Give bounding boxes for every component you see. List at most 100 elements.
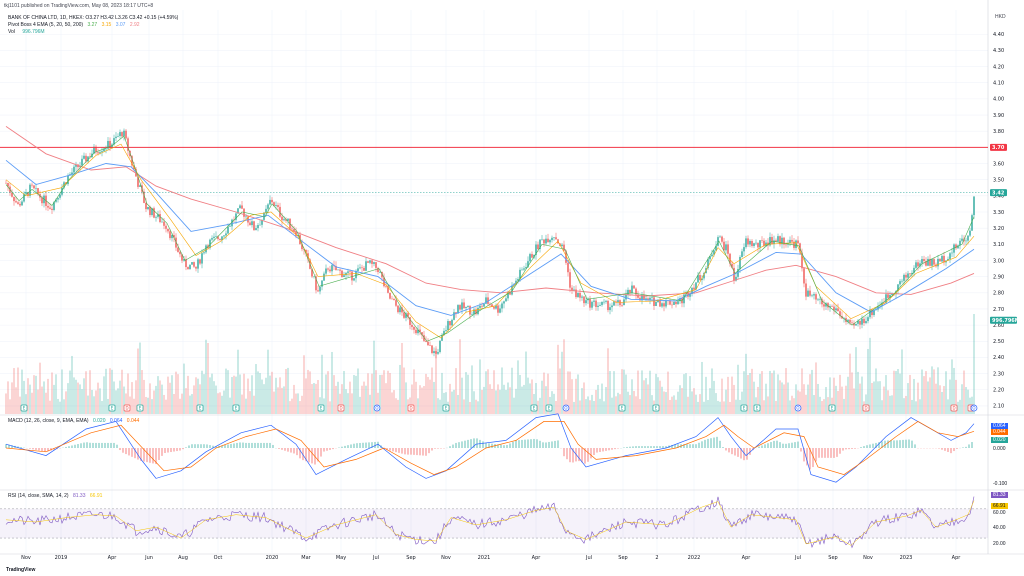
- macd-histogram-bar: [179, 448, 181, 451]
- candle-body: [953, 244, 955, 253]
- volume-bar: [477, 401, 479, 414]
- event-marker: [970, 404, 978, 412]
- volume-bar: [581, 388, 583, 414]
- macd-histogram-bar: [704, 439, 706, 448]
- candle-body: [671, 304, 673, 306]
- event-marker: [20, 404, 28, 412]
- candle-body: [311, 268, 313, 277]
- volume-bar: [945, 371, 947, 414]
- macd-histogram-bar: [515, 440, 517, 448]
- volume-bar: [621, 369, 623, 414]
- macd-histogram-bar: [47, 448, 49, 452]
- candle-body: [857, 320, 859, 324]
- volume-bar: [679, 385, 681, 414]
- macd-histogram-bar: [455, 442, 457, 448]
- macd-histogram-bar: [788, 443, 790, 448]
- volume-bar: [405, 382, 407, 414]
- volume-bar: [807, 384, 809, 414]
- macd-histogram-bar: [797, 441, 799, 448]
- candle-body: [369, 260, 371, 263]
- candle-body: [201, 253, 203, 264]
- volume-bar: [139, 342, 141, 414]
- volume-bar: [257, 371, 259, 414]
- candle-body: [405, 313, 407, 318]
- candle-body: [641, 295, 643, 301]
- candle-body: [507, 292, 509, 299]
- macd-histogram-bar: [251, 442, 253, 448]
- macd-histogram-bar: [161, 448, 163, 456]
- candle-body: [445, 330, 447, 331]
- price-tick-label: 2.50: [993, 339, 1004, 345]
- volume-bar: [749, 373, 751, 414]
- candle-body: [809, 290, 811, 296]
- volume-bar: [493, 370, 495, 414]
- price-tick-label: 4.20: [993, 64, 1004, 70]
- volume-bar: [683, 374, 685, 414]
- volume-bar: [765, 383, 767, 414]
- volume-legend: Vol 996.796M: [8, 29, 45, 35]
- volume-bar: [31, 392, 33, 414]
- macd-histogram-bar: [869, 444, 871, 448]
- candle-body: [821, 299, 823, 305]
- candle-body: [15, 201, 17, 203]
- volume-bar: [273, 391, 275, 414]
- candle-body: [503, 301, 505, 304]
- macd-histogram-bar: [431, 448, 433, 451]
- volume-bar: [897, 369, 899, 414]
- volume-bar: [709, 388, 711, 414]
- time-tick-label: Jul: [372, 555, 379, 561]
- macd-histogram-bar: [386, 448, 388, 450]
- time-tick-label: Apr: [532, 555, 542, 561]
- volume-bar: [751, 368, 753, 414]
- volume-bar: [595, 389, 597, 414]
- candle-body: [871, 309, 873, 316]
- event-marker-label: E: [743, 406, 746, 411]
- macd-histogram-bar: [398, 448, 400, 453]
- price-tick-label: 3.00: [993, 258, 1004, 264]
- volume-bar: [85, 371, 87, 414]
- candle-body: [879, 305, 881, 307]
- volume-bar: [197, 378, 199, 414]
- candle-body: [487, 297, 489, 304]
- volume-bar: [791, 395, 793, 414]
- volume-bar: [857, 371, 859, 414]
- macd-histogram-bar: [629, 446, 631, 448]
- volume-bar: [941, 391, 943, 414]
- candle-body: [511, 285, 513, 295]
- publisher-note: tkj1101 published on TradingView.com, Ma…: [4, 3, 154, 9]
- volume-bar: [37, 389, 39, 414]
- volume-bar: [661, 386, 663, 414]
- volume-bar: [423, 386, 425, 414]
- volume-bar: [15, 387, 17, 414]
- candle-body: [675, 301, 677, 305]
- volume-bar: [761, 371, 763, 414]
- volume-bar: [181, 393, 183, 414]
- macd-histogram-bar: [740, 448, 742, 459]
- price-tick-label: 2.20: [993, 388, 1004, 394]
- candle-body: [325, 268, 327, 274]
- event-marker: [652, 404, 660, 412]
- volume-bar: [571, 379, 573, 414]
- macd-histogram-bar: [89, 442, 91, 448]
- candle-body: [431, 345, 433, 354]
- macd-histogram-bar: [713, 437, 715, 448]
- candle-body: [709, 256, 711, 260]
- candle-body: [735, 276, 737, 281]
- volume-bar: [527, 377, 529, 414]
- candle-body: [803, 268, 805, 284]
- candle-body: [357, 268, 359, 271]
- volume-bar: [737, 364, 739, 414]
- volume-bar: [833, 377, 835, 414]
- event-marker: [337, 404, 345, 412]
- volume-bar: [89, 370, 91, 414]
- volume-bar: [411, 384, 413, 414]
- macd-histogram-bar: [881, 441, 883, 448]
- candle-body: [929, 258, 931, 266]
- volume-bar: [631, 379, 633, 414]
- volume-bar: [317, 380, 319, 414]
- volume-bar: [649, 370, 651, 414]
- volume-bar: [675, 399, 677, 414]
- candle-body: [917, 262, 919, 267]
- candle-body: [237, 208, 239, 214]
